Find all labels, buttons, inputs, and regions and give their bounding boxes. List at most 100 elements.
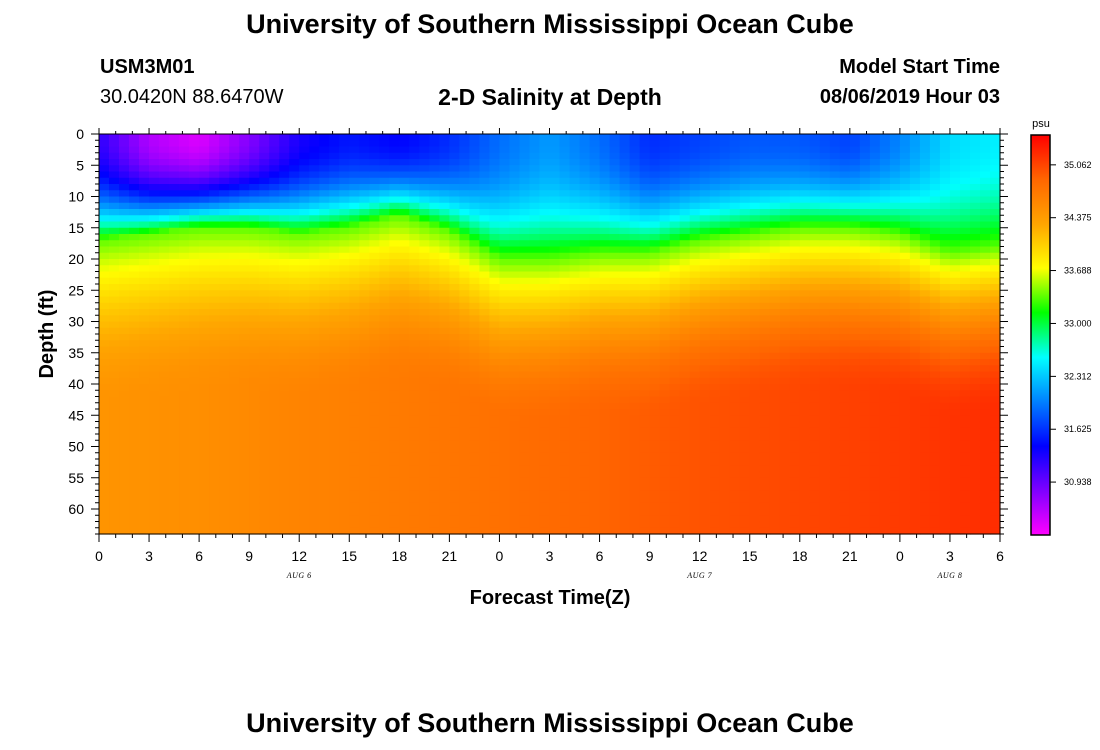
heatmap-cell [239, 271, 250, 279]
heatmap-cell [859, 302, 871, 310]
heatmap-cell [239, 215, 250, 223]
heatmap-cell [499, 309, 511, 316]
heatmap-cell [369, 527, 380, 535]
heatmap-cell [419, 165, 430, 173]
heatmap-cell [729, 440, 741, 448]
heatmap-cell [99, 165, 110, 173]
heatmap-cell [179, 509, 190, 516]
heatmap-cell [809, 509, 821, 516]
heatmap-cell [339, 284, 350, 291]
heatmap-cell [719, 296, 731, 304]
heatmap-cell [619, 315, 631, 323]
heatmap-cell [379, 371, 390, 379]
heatmap-cell [679, 309, 691, 316]
heatmap-cell [399, 471, 410, 479]
heatmap-cell [279, 409, 290, 416]
heatmap-cell [779, 527, 791, 535]
heatmap-cell [229, 252, 240, 260]
heatmap-cell [319, 252, 330, 260]
heatmap-cell [739, 471, 751, 479]
heatmap-cell [739, 427, 751, 435]
heatmap-cell [789, 171, 801, 179]
heatmap-cell [719, 202, 731, 210]
heatmap-cell [759, 296, 771, 304]
heatmap-cell [689, 340, 701, 348]
heatmap-cell [799, 377, 811, 385]
heatmap-cell [709, 446, 721, 454]
heatmap-cell [509, 146, 521, 154]
heatmap-cell [819, 371, 831, 379]
heatmap-cell [179, 415, 190, 423]
heatmap-cell [649, 352, 661, 360]
heatmap-cell [649, 271, 661, 279]
heatmap-cell [129, 359, 140, 366]
heatmap-cell [489, 527, 501, 535]
heatmap-cell [99, 365, 110, 373]
heatmap-cell [649, 259, 661, 266]
heatmap-cell [359, 346, 370, 354]
heatmap-cell [519, 309, 531, 316]
heatmap-cell [659, 459, 671, 466]
heatmap-cell [259, 177, 270, 185]
heatmap-cell [759, 246, 771, 254]
heatmap-cell [649, 496, 661, 504]
heatmap-cell [459, 459, 471, 466]
heatmap-cell [269, 346, 280, 354]
heatmap-cell [729, 309, 741, 316]
heatmap-cell [809, 165, 821, 173]
heatmap-cell [869, 346, 881, 354]
heatmap-cell [869, 427, 881, 435]
heatmap-cell [599, 246, 611, 254]
heatmap-cell [679, 521, 691, 529]
heatmap-cell [499, 290, 511, 298]
heatmap-cell [589, 184, 601, 191]
heatmap-cell [129, 377, 140, 385]
heatmap-cell [629, 390, 641, 398]
heatmap-cell [749, 165, 761, 173]
heatmap-cell [109, 227, 120, 235]
heatmap-cell [839, 246, 851, 254]
heatmap-cell [299, 146, 310, 154]
heatmap-cell [739, 215, 751, 223]
heatmap-cell [579, 359, 591, 366]
heatmap-cell [459, 271, 471, 279]
heatmap-cell [839, 215, 851, 223]
heatmap-cell [509, 252, 521, 260]
heatmap-cell [819, 190, 831, 198]
heatmap-cell [829, 384, 841, 391]
heatmap-cell [309, 440, 320, 448]
heatmap-cell [799, 515, 811, 523]
heatmap-cell [669, 277, 681, 285]
heatmap-cell [679, 302, 691, 310]
heatmap-cell [409, 396, 420, 404]
heatmap-cell [419, 477, 430, 485]
heatmap-cell [479, 227, 491, 235]
heatmap-cell [359, 196, 370, 204]
heatmap-cell [429, 390, 440, 398]
heatmap-cell [479, 284, 491, 291]
heatmap-cell [99, 215, 110, 223]
heatmap-cell [119, 527, 130, 535]
heatmap-cell [419, 384, 430, 391]
heatmap-cell [219, 434, 230, 441]
heatmap-cell [469, 296, 481, 304]
heatmap-cell [549, 359, 561, 366]
heatmap-cell [529, 334, 541, 341]
heatmap-cell [169, 346, 180, 354]
heatmap-cell [569, 359, 581, 366]
heatmap-cell [609, 421, 621, 429]
heatmap-cell [409, 315, 420, 323]
heatmap-cell [559, 202, 571, 210]
heatmap-cell [649, 302, 661, 310]
heatmap-cell [519, 209, 531, 216]
heatmap-cell [489, 215, 501, 223]
heatmap-cell [639, 165, 651, 173]
heatmap-cell [619, 265, 631, 273]
heatmap-cell [249, 515, 260, 523]
heatmap-cell [469, 159, 481, 166]
heatmap-cell [429, 427, 440, 435]
heatmap-cell [659, 215, 671, 223]
heatmap-cell [269, 159, 280, 166]
heatmap-cell [409, 384, 420, 391]
heatmap-cell [99, 152, 110, 160]
